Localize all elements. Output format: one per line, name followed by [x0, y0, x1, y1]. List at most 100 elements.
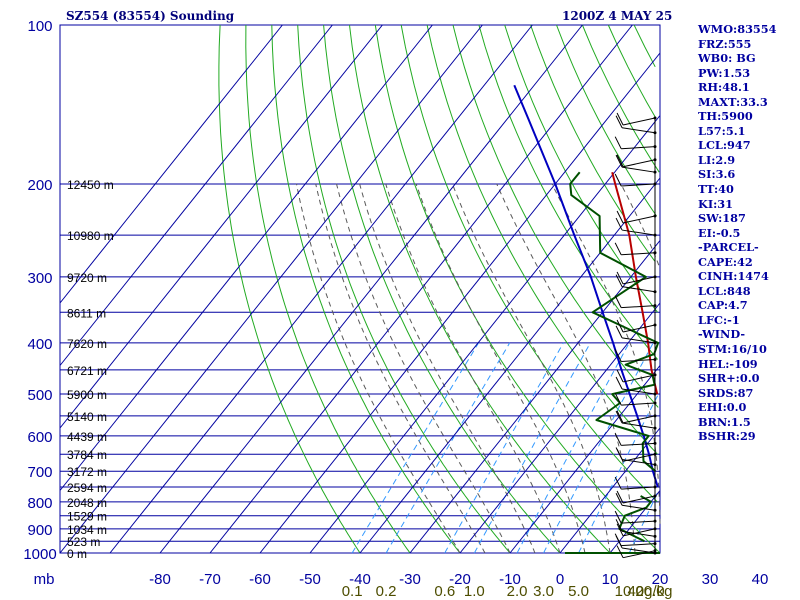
temperature-tick-label: 40 — [752, 571, 769, 588]
index-entry: WB0: BG — [698, 51, 756, 66]
moist-adiabat-line — [296, 183, 461, 554]
wind-barb-flag — [614, 392, 622, 406]
index-entry: TT:40 — [698, 182, 734, 197]
index-entry: L57:5.1 — [698, 123, 746, 138]
dry-adiabat-line — [400, 24, 658, 503]
wind-barb-flag — [614, 173, 622, 187]
wind-barb-flag — [615, 115, 623, 128]
index-entry: EI:-0.5 — [698, 225, 741, 240]
wind-barb-flag — [616, 319, 624, 333]
mixing-ratio-label: 3.0 — [533, 583, 554, 600]
wind-barb — [622, 550, 656, 559]
wind-barb — [621, 504, 656, 511]
isotherm-line — [559, 427, 661, 554]
wind-barb — [621, 337, 656, 344]
wind-barb-flag — [614, 476, 622, 490]
index-entry: BRN:1.5 — [698, 414, 751, 429]
dry-adiabat-line — [271, 24, 461, 554]
height-label: 2594 m — [67, 481, 107, 495]
temperature-tick-label: -60 — [249, 571, 271, 588]
moist-adiabat-line — [385, 183, 561, 554]
mixing-ratio-lines — [351, 342, 660, 554]
dry-adiabats — [218, 24, 661, 554]
mixing-ratio-label: 0.2 — [376, 583, 397, 600]
dry-adiabat-line — [452, 24, 659, 408]
height-label: 7620 m — [67, 337, 107, 351]
mixing-ratio-label: 40g/kg — [627, 583, 672, 600]
isotherm-line — [509, 365, 661, 554]
height-label: 0 m — [67, 547, 87, 561]
mixing-ratio-line — [578, 393, 659, 554]
height-label: 10980 m — [67, 229, 114, 243]
index-entry: SHR+:0.0 — [698, 371, 760, 386]
index-entry: -PARCEL- — [698, 240, 759, 255]
index-entry: LFC:-1 — [698, 312, 740, 327]
height-label: 3172 m — [67, 465, 107, 479]
pressure-tick-label: 300 — [27, 270, 52, 287]
isotherm-line — [59, 24, 383, 429]
isotherms — [59, 24, 661, 554]
temperature-tick-label: 30 — [702, 571, 719, 588]
index-entry: STM:16/10 — [698, 342, 767, 357]
index-entry: SW:187 — [698, 211, 746, 226]
index-entry: WMO:83554 — [698, 22, 777, 36]
pressure-grid — [59, 24, 661, 554]
wind-barb-flag — [616, 112, 624, 126]
mixing-ratio-label: 0.6 — [434, 583, 455, 600]
wind-barb-flag — [615, 274, 623, 287]
temperature-tick-label: -40 — [349, 571, 371, 588]
wind-barb-flag — [616, 271, 624, 285]
isotherm-line — [159, 24, 583, 554]
sounding-profiles — [513, 84, 660, 554]
isotherm-line — [609, 490, 661, 554]
isotherm-line — [59, 24, 483, 554]
wind-barb — [621, 229, 656, 236]
pressure-tick-label: 400 — [27, 336, 52, 353]
isotherm-line — [209, 24, 633, 554]
dry-adiabat-line — [374, 24, 661, 554]
mixing-ratio-line — [385, 342, 511, 554]
dry-adiabat-line — [478, 24, 658, 360]
wind-barb — [621, 166, 656, 173]
wind-barb-flag — [615, 493, 623, 506]
mixing-ratio-label: 10.0 — [615, 583, 644, 600]
index-entry: RH:48.1 — [698, 80, 750, 95]
dry-adiabat-line — [218, 24, 361, 554]
x-axis-label: mb — [34, 571, 55, 588]
temperature-tick-label: 10 — [602, 571, 619, 588]
wind-barb-flag — [615, 519, 623, 532]
wind-barb-flag — [616, 369, 624, 383]
height-label: 4439 m — [67, 430, 107, 444]
temperature-tick-label: -30 — [399, 571, 421, 588]
wind-barb — [622, 324, 656, 333]
height-label: 5900 m — [67, 388, 107, 402]
stability-indices-panel: WMO:83554 FRZ:555 WB0: BG PW:1.53 RH:48.1 MAX… — [698, 22, 777, 444]
moist-adiabat-line — [415, 183, 586, 554]
pressure-tick-label: 600 — [27, 429, 52, 446]
index-entry: KI:31 — [698, 196, 733, 211]
wind-barb — [621, 252, 656, 256]
pressure-tick-label: 100 — [27, 18, 52, 35]
dry-adiabat-line — [297, 24, 511, 554]
wind-barb — [621, 486, 656, 490]
wind-barb — [622, 415, 656, 424]
plot-frame — [59, 24, 661, 554]
height-label: 1529 m — [67, 510, 107, 524]
wind-barb-flag — [615, 325, 623, 339]
index-entry: BSHR:29 — [698, 429, 756, 444]
wind-barb — [621, 520, 656, 524]
height-label: 3784 m — [67, 448, 107, 462]
pressure-tick-label: 200 — [27, 177, 52, 194]
wind-barb — [622, 215, 656, 224]
index-entry: CAP:4.7 — [698, 298, 748, 313]
index-entry: FRZ:555 — [698, 36, 752, 51]
dry-adiabat-line — [556, 24, 657, 217]
pressure-tick-label: 500 — [27, 387, 52, 404]
parcel-trace-line — [513, 84, 659, 488]
wind-barb — [621, 402, 656, 406]
wind-barb — [621, 422, 656, 429]
moist-adiabat-line — [315, 183, 486, 554]
wind-barb-flag — [616, 490, 624, 504]
index-entry: LCL:947 — [698, 138, 751, 153]
